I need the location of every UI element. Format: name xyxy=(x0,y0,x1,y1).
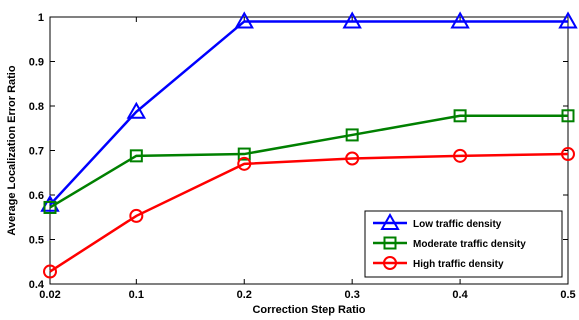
data-point-square xyxy=(561,109,575,123)
data-point-square xyxy=(129,149,143,163)
y-tick-label: 0.9 xyxy=(29,57,44,69)
y-tick-label: 0.8 xyxy=(29,101,44,113)
data-point-triangle xyxy=(126,101,147,119)
legend-marker-circle xyxy=(383,256,397,270)
x-axis-title: Correction Step Ratio xyxy=(252,304,365,316)
data-point-triangle xyxy=(234,11,254,29)
legend: Low traffic density Moderate traffic dens… xyxy=(364,210,563,278)
data-point-square xyxy=(345,128,359,142)
data-point-circle xyxy=(453,148,468,163)
data-point-square xyxy=(237,147,251,161)
x-tick-label: 0.4 xyxy=(452,289,468,301)
legend-label: Moderate traffic density xyxy=(413,239,526,250)
x-tick-label: 0.02 xyxy=(39,289,60,301)
data-point-triangle xyxy=(342,11,362,29)
data-point-circle xyxy=(237,156,252,171)
data-point-circle xyxy=(43,264,57,279)
x-tick-label: 0.2 xyxy=(237,289,252,301)
series-line-triangle xyxy=(49,20,568,206)
y-tick-label: 1 xyxy=(38,12,44,24)
data-point-circle xyxy=(561,147,575,162)
data-point-circle xyxy=(129,208,144,223)
legend-label: Low traffic density xyxy=(413,219,502,230)
data-point-circle xyxy=(345,151,360,166)
data-point-square xyxy=(43,200,57,214)
y-tick-label: 0.6 xyxy=(29,190,44,202)
series-line-circle xyxy=(49,152,569,273)
y-tick-label: 0.7 xyxy=(29,146,44,158)
x-tick-label: 0.3 xyxy=(345,289,360,301)
y-tick-label: 0.5 xyxy=(29,235,44,247)
data-point-triangle xyxy=(450,11,470,29)
legend-marker-triangle xyxy=(380,212,400,230)
y-tick-label: 0.4 xyxy=(29,279,45,291)
series-line-square xyxy=(49,114,568,209)
legend-marker-square xyxy=(383,236,397,250)
y-axis-title: Average Localization Error Ratio xyxy=(6,65,18,235)
data-point-triangle xyxy=(558,11,578,29)
x-tick-label: 0.5 xyxy=(560,289,575,301)
legend-label: High traffic density xyxy=(413,259,504,270)
x-tick-label: 0.1 xyxy=(129,289,144,301)
data-point-square xyxy=(453,109,467,123)
